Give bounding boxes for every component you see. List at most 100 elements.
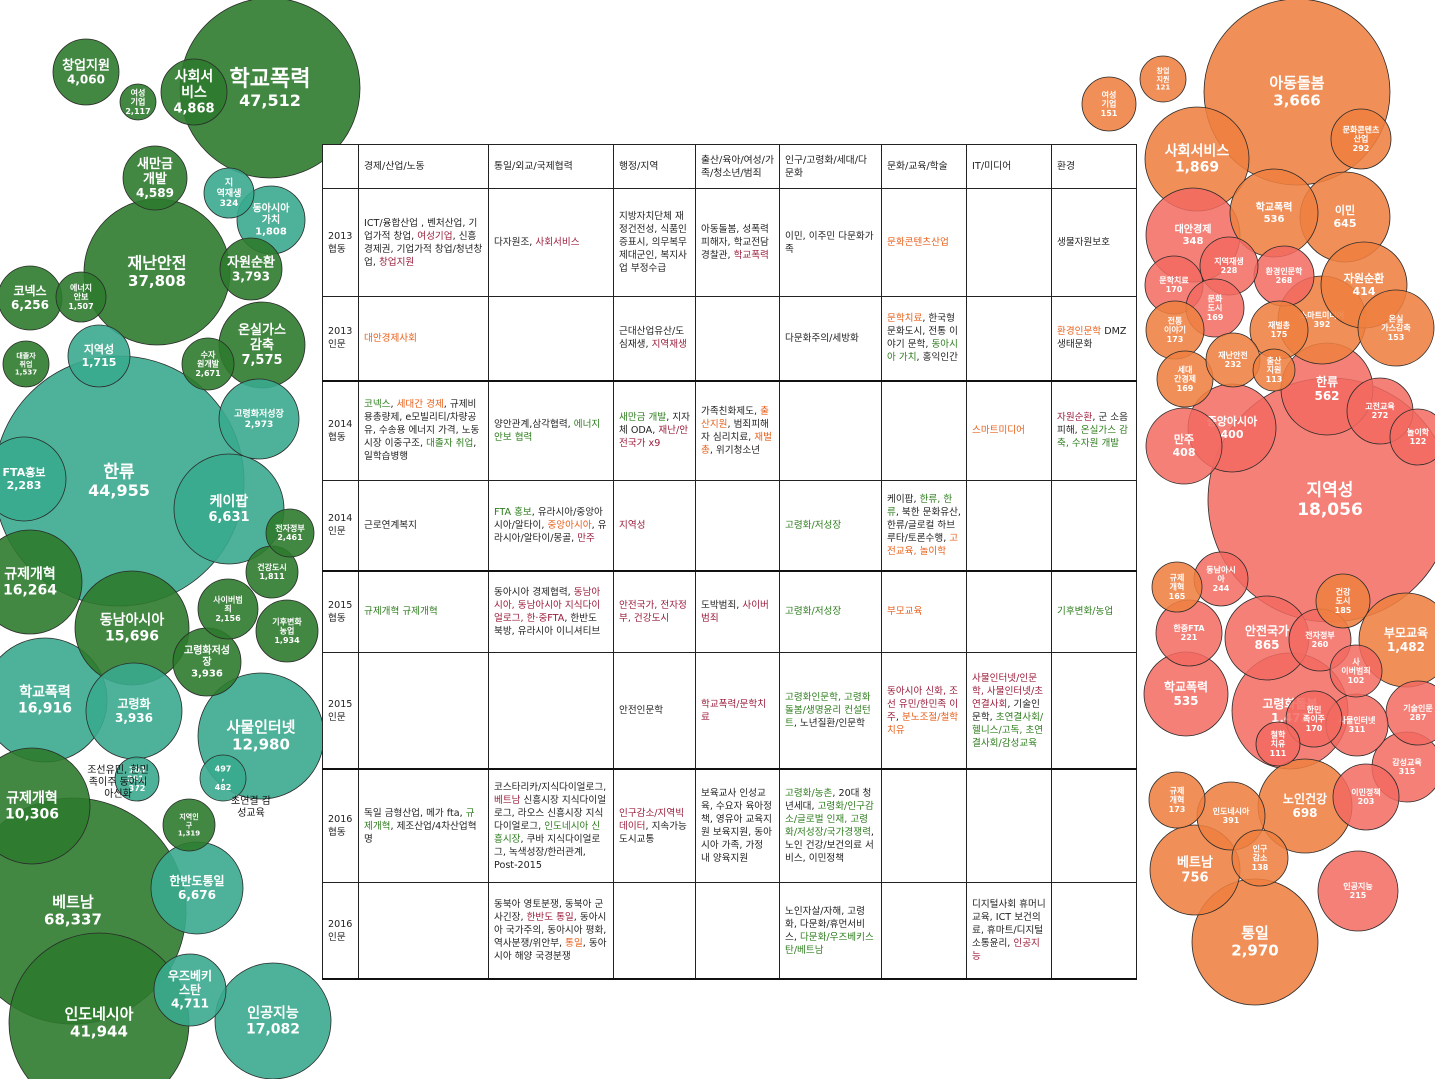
bubble-circle bbox=[173, 453, 285, 565]
cell-text: 보육교사 인성교육, 수요자 육아정책, 영유아 교육지원 보육지원, 동아시아… bbox=[701, 788, 772, 865]
bubble-circle bbox=[55, 271, 107, 323]
cell-text: 근대산업유산/도심재생, bbox=[619, 326, 685, 351]
table-cell: 새만금 개발, 지자체 ODA, 재난/안전국가 x9 bbox=[613, 380, 696, 482]
bubble-value: 4,711 bbox=[171, 997, 209, 1011]
bubble-label: 스마트미디어 bbox=[1300, 310, 1344, 320]
table-cell bbox=[1051, 652, 1137, 770]
table-row: 2013 인문 대안경제사회 근대산업유산/도심재생, 지역재생 다문화주의/세방화 문… bbox=[322, 296, 1137, 382]
table-cell: 인구감소/지역빅데이터, 지속가능 도시교통 bbox=[613, 768, 696, 884]
table-cell: 근로연계복지 bbox=[358, 480, 489, 572]
cell-text: , 위기청소년 bbox=[709, 444, 761, 456]
table-cell: 독일 금형산업, 메가 fta, 규제개혁, 제조산업/4차산업혁명 bbox=[358, 768, 489, 884]
bubble-label: 베트남 bbox=[52, 893, 94, 911]
bubble-value: 1,934 bbox=[274, 636, 300, 645]
row-label: 2014 인문 bbox=[322, 480, 359, 572]
table-cell bbox=[695, 296, 780, 382]
bubble-value: 244 bbox=[1213, 584, 1230, 593]
cell-text: , 범죄피해자 심리치료, bbox=[701, 418, 769, 443]
table-row: 2013 협동 ICT/융합산업 , 벤처산업, 기업가적 창업, 여성기업, 신… bbox=[322, 187, 1137, 298]
cell-text: 생물자원보호 bbox=[1057, 237, 1110, 249]
bubble-value: 113 bbox=[1266, 375, 1283, 384]
bubble-value: , bbox=[221, 774, 224, 783]
table-cell: 근대산업유산/도심재생, 지역재생 bbox=[613, 296, 696, 382]
bubble: 497,482 bbox=[199, 754, 247, 802]
bubble-label: 재난안전 bbox=[1218, 350, 1247, 360]
bubble-circle bbox=[181, 337, 235, 391]
table-header-row: 경제/산업/노동 통일/외교/국제협력 행정/지역 출산/육아/여성/가족/청소년/범… bbox=[322, 144, 1137, 189]
bubble-value: 251, bbox=[127, 775, 147, 784]
column-header: 통일/외교/국제협력 bbox=[488, 144, 614, 189]
bubble-value: 111 bbox=[1270, 749, 1287, 758]
bubble-circle bbox=[1357, 289, 1435, 367]
bubble-label: 수자 bbox=[201, 349, 216, 359]
bubble-value: 6,256 bbox=[11, 298, 49, 312]
table-cell: 자원순환, 군 소음피해, 온실가스 감축, 수자원 개발 bbox=[1051, 380, 1137, 482]
bubble-value: 408 bbox=[1173, 446, 1196, 459]
cell-text: 아동돌봄, 성폭력피해자, 학교전담경찰관, bbox=[701, 224, 769, 262]
bubble-label: 코넥스 bbox=[13, 284, 46, 298]
bubble-label: 동남아시 bbox=[1206, 564, 1235, 574]
bubble-label: 에너지 bbox=[70, 282, 92, 292]
table-cell bbox=[695, 882, 780, 981]
cell-text: 기후변화/농업 bbox=[1057, 606, 1114, 618]
cell-text: 사물인터넷/인문학, 사물인터넷/초연결사회 bbox=[972, 672, 1044, 710]
bubble-label: 간경제 bbox=[1174, 374, 1196, 384]
bubble-label: 사이버범 bbox=[213, 594, 242, 604]
cell-text: 근로연계복지 bbox=[364, 519, 417, 531]
table-cell: 규제개혁 규제개혁 bbox=[358, 570, 489, 654]
table-cell: 안전국가, 전자정부, 건강도시 bbox=[613, 570, 696, 654]
row-label: 2015 협동 bbox=[322, 570, 359, 654]
bubble-label: 고령화저성장 bbox=[234, 408, 284, 420]
cell-text: 다문화/우즈베키스탄/베트남 bbox=[785, 931, 874, 956]
column-header: 경제/산업/노동 bbox=[358, 144, 489, 189]
cell-text: , 일학습병행 bbox=[364, 438, 477, 463]
cell-text: 독일 금형산업, 메가 fta, bbox=[364, 807, 466, 819]
bubble-value: 698 bbox=[1292, 806, 1317, 820]
bubble-label: 문화 bbox=[1208, 293, 1223, 303]
cell-text: DMZ 생태문화 bbox=[1057, 326, 1127, 351]
bubble-circle bbox=[1145, 407, 1223, 485]
cell-text: , 지자체 ODA, bbox=[619, 412, 690, 437]
bubble-value: 68,337 bbox=[44, 910, 102, 928]
table-cell: 고령화/저성장 bbox=[779, 570, 882, 654]
bubble-circle bbox=[1315, 573, 1371, 629]
bubble-value: 482 bbox=[215, 783, 232, 792]
bubble-label: 창업지원 bbox=[62, 57, 110, 73]
bubble-label: 고령화저성 bbox=[184, 644, 230, 657]
cell-text: 사이버범죄 bbox=[701, 599, 769, 624]
table-cell: 문화콘텐츠산업 bbox=[881, 187, 967, 298]
table-cell: 환경인문학 DMZ 생태문화 bbox=[1051, 296, 1137, 382]
bubble-value: 2,970 bbox=[1231, 941, 1278, 959]
cell-text: , 북한 문화유산, 한류/글로컬 하브루타/토론수행, bbox=[887, 506, 961, 544]
bubble-value: 1,482 bbox=[1387, 640, 1425, 654]
bubble-value: 7,575 bbox=[241, 353, 282, 368]
bubble-value: 536 bbox=[1264, 214, 1285, 225]
bubble-label: 우즈베키 bbox=[168, 968, 212, 983]
table-cell bbox=[1051, 480, 1137, 572]
bubble-label: 아동돌봄 bbox=[1269, 74, 1324, 92]
bubble-label: 동남아시아 bbox=[100, 611, 165, 628]
bubble-value: 645 bbox=[1334, 217, 1357, 230]
cell-text: 문화콘텐츠산업 bbox=[887, 237, 949, 249]
cell-text: 동아시아 신화, 조선 유민/한민족 이주 bbox=[887, 685, 959, 723]
cell-text: 재난/안전국가 x9 bbox=[619, 425, 689, 450]
bubble-label: 베트남 bbox=[1177, 855, 1213, 871]
column-header: IT/미디어 bbox=[966, 144, 1052, 189]
bubble-label: 고전교육 bbox=[1365, 401, 1395, 411]
cell-text: , 노년질환/인문학 bbox=[793, 718, 865, 730]
bubble-value: 15,696 bbox=[105, 629, 159, 645]
bubble-label: 학교폭력 bbox=[1164, 679, 1208, 694]
